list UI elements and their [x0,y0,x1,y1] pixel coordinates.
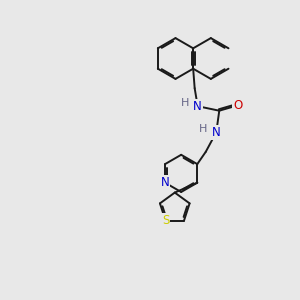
Text: H: H [199,124,207,134]
Text: H: H [181,98,189,108]
Text: O: O [233,99,242,112]
Text: N: N [193,100,202,113]
Text: N: N [212,126,220,139]
Text: S: S [162,214,169,227]
Text: N: N [161,176,170,189]
